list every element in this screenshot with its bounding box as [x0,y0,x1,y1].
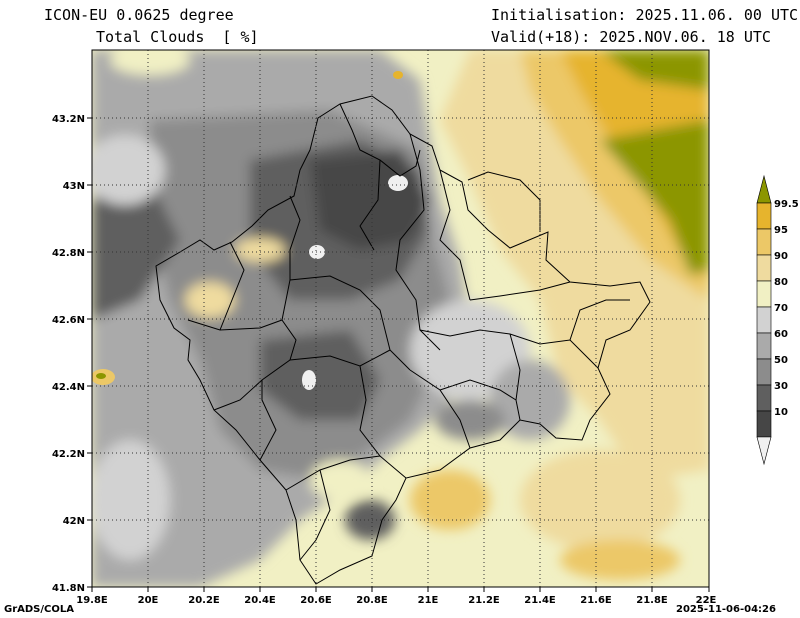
software-credit: GrADS/COLA [4,604,74,615]
model-title: ICON-EU 0.0625 degree [44,6,234,24]
legend-swatch [756,410,772,438]
graticule [92,50,709,587]
lon-label: 21.4E [524,595,556,606]
longitude-labels: 19.8E 20E 20.2E 20.4E 20.6E 20.8E 21E 21… [76,595,716,606]
legend-swatch [756,202,772,230]
legend-label: 70 [774,303,788,314]
latitude-labels: 43.2N 43N 42.8N 42.6N 42.4N 42.2N 42N 41… [52,114,85,594]
legend-swatch [756,332,772,360]
legend-swatch [756,436,772,466]
lon-label: 22E [696,595,717,606]
legend-label: 99.5 [774,199,799,210]
lon-label: 20.8E [356,595,388,606]
lon-label: 20.6E [300,595,332,606]
lon-label: 21.6E [580,595,612,606]
legend-label: 95 [774,225,788,236]
generated-timestamp: 2025-11-06-04:26 [676,604,776,615]
legend-swatch [756,228,772,256]
cloud-fields [92,50,709,587]
tick-marks [87,117,710,592]
legend-swatch [756,254,772,282]
lon-label: 19.8E [76,595,108,606]
lat-label: 42N [63,516,85,527]
lat-label: 41.8N [52,583,85,594]
legend-labels: 99.5 95 90 80 70 60 50 30 10 [774,199,799,418]
legend-label: 10 [774,407,788,418]
legend-swatch [756,280,772,308]
lon-label: 21E [418,595,439,606]
variable-title: Total Clouds [ %] [96,28,259,46]
lat-label: 42.4N [52,382,85,393]
lon-label: 20.2E [188,595,220,606]
legend-label: 90 [774,251,788,262]
legend-label: 30 [774,381,788,392]
lon-label: 20E [138,595,159,606]
lon-label: 21.2E [468,595,500,606]
lat-label: 42.6N [52,315,85,326]
legend-swatch [756,306,772,334]
initialisation-time: Initialisation: 2025.11.06. 00 UTC [491,6,799,24]
legend-label: 50 [774,355,788,366]
lat-label: 42.8N [52,248,85,259]
legend-swatch [756,174,772,204]
border-lines [155,95,651,585]
lon-label: 20.4E [244,595,276,606]
lon-label: 21.8E [636,595,668,606]
legend-swatch [756,384,772,412]
lat-label: 42.2N [52,449,85,460]
valid-time: Valid(+18): 2025.NOV.06. 18 UTC [491,28,771,46]
legend-label: 80 [774,277,788,288]
legend-swatch [756,358,772,386]
color-legend [756,174,772,466]
lat-label: 43.2N [52,114,85,125]
lat-label: 43N [63,181,85,192]
legend-label: 60 [774,329,788,340]
